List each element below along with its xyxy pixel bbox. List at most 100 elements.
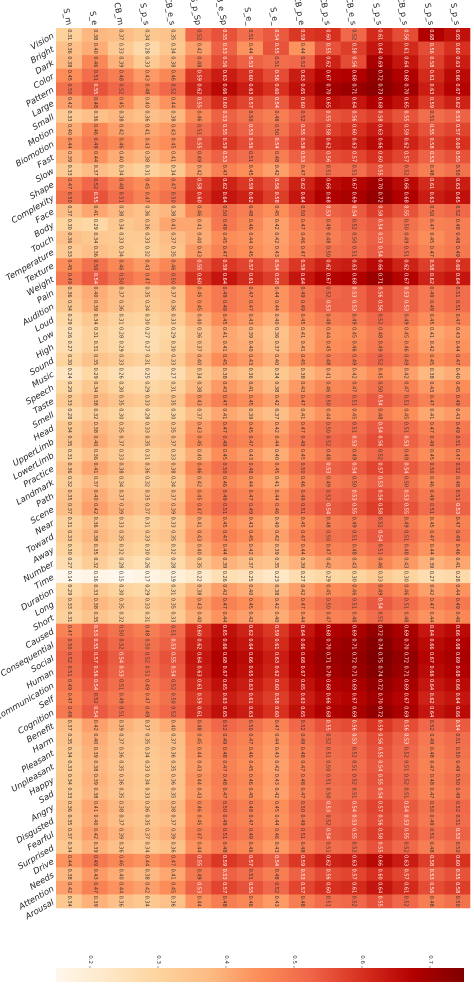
heatmap-cell <box>288 217 316 232</box>
cell-value-label: 0.59 <box>195 70 201 81</box>
cell-value-label: 0.55 <box>273 43 279 54</box>
heatmap-cell <box>340 231 367 245</box>
cell-value-label: 0.48 <box>351 544 357 555</box>
heatmap-cell <box>314 596 341 611</box>
heatmap-cell <box>263 610 290 624</box>
heatmap-cell <box>418 122 445 137</box>
heatmap-cell <box>56 840 83 855</box>
heatmap-cell <box>314 799 341 814</box>
heatmap-cell <box>211 339 238 354</box>
cell-value-label: 0.59 <box>428 97 434 108</box>
column-label: S_p_Sp <box>189 0 203 26</box>
cell-value-label: 0.67 <box>221 666 227 677</box>
heatmap-cell <box>237 136 264 151</box>
cell-value-label: 0.36 <box>118 747 124 758</box>
cell-value-label: 0.64 <box>299 625 305 636</box>
cell-value-label: 0.47 <box>144 273 150 284</box>
heatmap-cell <box>237 149 264 164</box>
heatmap-cell <box>392 95 419 110</box>
cell-value-label: 0.50 <box>376 381 382 392</box>
cell-value-label: 0.48 <box>118 70 124 81</box>
cell-value-label: 0.66 <box>221 638 227 649</box>
cell-value-label: 0.44 <box>195 842 201 853</box>
cell-value-label: 0.43 <box>247 449 253 460</box>
cell-value-label: 0.32 <box>66 476 72 487</box>
cell-value-label: 0.66 <box>376 138 382 149</box>
cell-value-label: 0.45 <box>299 354 305 365</box>
cell-value-label: 0.64 <box>428 625 434 636</box>
heatmap-cell <box>340 176 367 191</box>
heatmap-cell <box>185 461 212 476</box>
cell-value-label: 0.65 <box>221 625 227 636</box>
heatmap-cell <box>56 474 83 489</box>
heatmap-cell <box>133 786 160 800</box>
heatmap-cell <box>211 759 238 773</box>
heatmap-cell <box>444 204 471 218</box>
heatmap-cell <box>314 583 341 597</box>
heatmap-cell <box>444 542 471 557</box>
cell-value-label: 0.53 <box>454 828 460 839</box>
heatmap-cell <box>211 840 238 855</box>
heatmap-cell <box>340 704 367 719</box>
cell-value-label: 0.64 <box>402 56 408 67</box>
cell-value-label: 0.67 <box>351 693 357 704</box>
cell-value-label: 0.48 <box>273 110 279 121</box>
heatmap-cell <box>288 28 316 42</box>
heatmap-cell <box>237 840 264 855</box>
heatmap-cell <box>366 718 393 733</box>
heatmap-cell <box>159 623 186 638</box>
heatmap-cell <box>133 664 160 679</box>
cell-value-label: 0.66 <box>454 679 460 690</box>
cell-value-label: 0.37 <box>66 828 72 839</box>
heatmap-cell <box>392 461 419 476</box>
heatmap-cell <box>107 691 134 706</box>
heatmap-cell <box>444 786 471 800</box>
heatmap-cell <box>56 339 83 354</box>
heatmap-cell <box>237 623 264 638</box>
heatmap-cell <box>288 149 316 164</box>
cell-value-label: 0.36 <box>92 246 98 257</box>
heatmap-cell <box>263 745 290 760</box>
cell-value-label: 0.37 <box>144 503 150 514</box>
cell-value-label: 0.37 <box>66 503 72 514</box>
heatmap-cell <box>237 312 264 327</box>
heatmap-cell <box>237 610 264 624</box>
heatmap-cell <box>56 596 83 611</box>
cell-value-label: 0.43 <box>221 381 227 392</box>
heatmap-cell <box>314 55 341 69</box>
heatmap-cell <box>418 271 445 286</box>
cell-value-label: 0.55 <box>195 138 201 149</box>
cell-value-label: 0.47 <box>66 178 72 189</box>
cell-value-label: 0.48 <box>351 611 357 622</box>
heatmap-cell <box>314 420 341 435</box>
cell-value-label: 0.47 <box>299 530 305 541</box>
heatmap-cell <box>444 258 471 272</box>
cell-value-label: 0.52 <box>221 720 227 731</box>
heatmap-cell <box>211 583 238 597</box>
heatmap-cell <box>288 352 316 367</box>
cell-value-label: 0.27 <box>66 557 72 568</box>
heatmap-cell <box>418 393 445 408</box>
cell-value-label: 0.62 <box>454 97 460 108</box>
cell-value-label: 0.52 <box>325 733 331 744</box>
heatmap-cell <box>418 231 445 245</box>
cell-value-label: 0.44 <box>92 151 98 162</box>
heatmap-cell <box>444 109 471 124</box>
heatmap-cell <box>107 231 134 245</box>
heatmap-cell <box>81 759 109 773</box>
heatmap-cell <box>263 515 290 530</box>
heatmap-cell <box>314 813 341 828</box>
heatmap-cell <box>418 704 445 719</box>
heatmap-cell <box>392 637 419 652</box>
heatmap-cell <box>159 718 186 733</box>
cell-value-label: 0.53 <box>221 110 227 121</box>
cell-value-label: 0.52 <box>118 83 124 94</box>
cell-value-label: 0.65 <box>325 97 331 108</box>
cell-value-label: 0.70 <box>325 666 331 677</box>
heatmap-cell <box>159 840 186 855</box>
cell-value-label: 0.43 <box>273 774 279 785</box>
cell-value-label: 0.57 <box>376 801 382 812</box>
cell-value-label: 0.55 <box>351 828 357 839</box>
cell-value-label: 0.42 <box>247 544 253 555</box>
cell-value-label: 0.40 <box>92 733 98 744</box>
